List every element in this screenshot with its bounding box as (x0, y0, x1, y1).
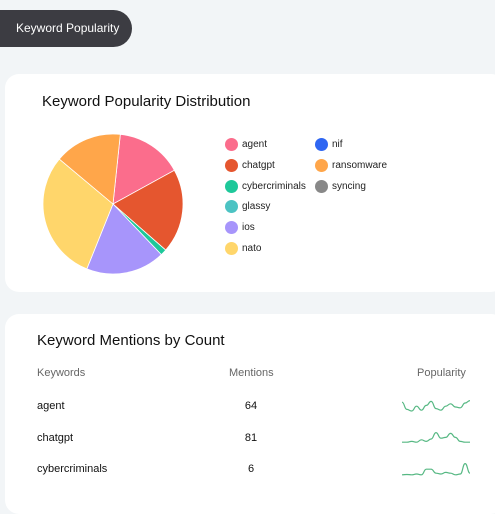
legend-swatch (225, 242, 238, 255)
pie-chart (42, 133, 184, 275)
mentions-title: Keyword Mentions by Count (37, 332, 225, 349)
legend-item-cybercriminals[interactable]: cybercriminals (225, 179, 306, 193)
sparkline-path (401, 431, 470, 443)
distribution-card: Keyword Popularity Distribution agent cha… (5, 74, 495, 292)
row-keyword: chatgpt (37, 432, 74, 444)
legend-label: glassy (242, 201, 271, 213)
column-header-keywords: Keywords (37, 367, 86, 379)
legend-item-chatgpt[interactable]: chatgpt (225, 158, 275, 172)
sparkline-path (401, 462, 471, 476)
legend-label: ransomware (332, 159, 388, 171)
row-mentions: 81 (244, 432, 258, 444)
distribution-title: Keyword Popularity Distribution (42, 93, 251, 110)
legend-item-ios[interactable]: ios (225, 221, 255, 235)
legend-label: syncing (332, 180, 366, 192)
legend-swatch (225, 179, 238, 193)
pie-slice-chatgpt[interactable] (112, 169, 184, 251)
row-mentions: 6 (247, 463, 255, 475)
keyword-popularity-tab[interactable]: Keyword Popularity (0, 10, 132, 47)
pie-slice-ransomware[interactable] (58, 133, 121, 205)
legend-label: agent (242, 139, 268, 150)
column-header-popularity: Popularity (417, 367, 466, 379)
row-sparkline (401, 431, 470, 443)
legend-label: cybercriminals (242, 180, 306, 192)
legend-item-glassy[interactable]: glassy (225, 200, 271, 214)
row-keyword: agent (37, 400, 65, 412)
legend-swatch (225, 138, 238, 151)
mentions-card: Keyword Mentions by Count Keywords Menti… (5, 314, 495, 514)
column-header-mentions: Mentions (229, 367, 274, 379)
pie-slice-nato[interactable] (42, 158, 114, 270)
legend-label: chatgpt (242, 159, 275, 171)
legend-swatch (315, 158, 328, 172)
legend-swatch (315, 179, 328, 193)
legend-swatch (225, 158, 238, 172)
row-sparkline (401, 462, 471, 476)
pie-slice-agent[interactable] (112, 133, 175, 205)
legend-label: ios (242, 222, 255, 234)
legend-label: nif (332, 139, 343, 150)
row-keyword: cybercriminals (37, 463, 108, 475)
legend-item-agent[interactable]: agent (225, 138, 267, 151)
legend-item-syncing[interactable]: syncing (315, 179, 366, 193)
legend-label: nato (242, 243, 262, 254)
legend-swatch (315, 138, 328, 151)
legend-item-nif[interactable]: nif (315, 138, 343, 151)
sparkline-path (401, 400, 471, 412)
legend-swatch (225, 221, 238, 235)
row-sparkline (401, 400, 471, 412)
legend-item-ransomware[interactable]: ransomware (315, 158, 388, 172)
pie-slice-ios[interactable] (86, 203, 162, 275)
row-mentions: 64 (244, 400, 258, 412)
legend-swatch (225, 200, 238, 214)
legend-item-nato[interactable]: nato (225, 242, 261, 255)
